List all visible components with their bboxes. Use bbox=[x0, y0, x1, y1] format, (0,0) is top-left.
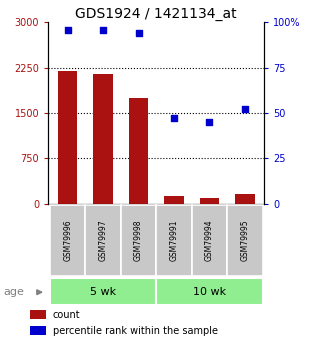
Text: GSM79998: GSM79998 bbox=[134, 220, 143, 262]
Title: GDS1924 / 1421134_at: GDS1924 / 1421134_at bbox=[76, 7, 237, 21]
Bar bbox=[86, 205, 121, 276]
Text: GSM79996: GSM79996 bbox=[63, 220, 72, 262]
Point bbox=[136, 30, 141, 36]
Point bbox=[242, 107, 247, 112]
Point bbox=[171, 116, 176, 121]
Bar bbox=[192, 205, 227, 276]
Bar bbox=[50, 278, 156, 305]
Text: 5 wk: 5 wk bbox=[90, 287, 116, 296]
Bar bbox=[129, 98, 148, 204]
Bar bbox=[235, 195, 255, 204]
Bar bbox=[227, 205, 262, 276]
Bar bbox=[58, 71, 77, 204]
Text: age: age bbox=[3, 287, 24, 297]
Text: percentile rank within the sample: percentile rank within the sample bbox=[53, 326, 218, 335]
Point bbox=[207, 119, 212, 125]
Bar bbox=[50, 205, 86, 276]
Bar bbox=[30, 326, 46, 335]
Bar bbox=[156, 205, 192, 276]
Text: GSM79991: GSM79991 bbox=[169, 220, 179, 262]
Text: GSM79997: GSM79997 bbox=[99, 220, 108, 262]
Bar bbox=[93, 74, 113, 204]
Point bbox=[101, 27, 106, 32]
Bar bbox=[156, 278, 262, 305]
Text: GSM79995: GSM79995 bbox=[240, 220, 249, 262]
Text: 10 wk: 10 wk bbox=[193, 287, 226, 296]
Bar bbox=[200, 197, 219, 204]
Bar bbox=[121, 205, 156, 276]
Point bbox=[65, 27, 70, 32]
Text: count: count bbox=[53, 310, 81, 319]
Bar bbox=[30, 310, 46, 319]
Bar bbox=[164, 196, 184, 204]
Text: GSM79994: GSM79994 bbox=[205, 220, 214, 262]
